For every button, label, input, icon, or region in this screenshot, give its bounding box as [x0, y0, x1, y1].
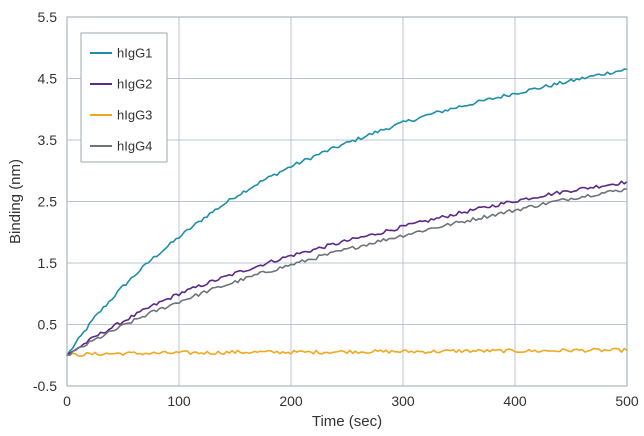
plot-frame: [66, 16, 628, 387]
legend: hIgG1 hIgG2 hIgG3 hIgG4: [80, 32, 168, 163]
x-tick-label: 200: [279, 393, 303, 409]
legend-label: hIgG3: [117, 108, 152, 123]
y-axis-label: Binding (nm): [7, 159, 24, 244]
y-tick-label: 3.5: [38, 132, 58, 148]
x-tick-label: 300: [391, 393, 415, 409]
legend-label: hIgG2: [117, 77, 152, 92]
y-tick-label: 2.5: [38, 194, 58, 210]
x-tick-label: 0: [63, 393, 71, 409]
series-layer: [66, 68, 628, 358]
legend-label: hIgG1: [117, 46, 152, 61]
y-tick-label: 1.5: [38, 255, 58, 271]
series-line-higg4: [66, 188, 628, 357]
x-tick-label: 400: [503, 393, 527, 409]
legend-box: [80, 32, 168, 163]
y-tick-label: 5.5: [38, 9, 58, 25]
x-tick-label: 100: [167, 393, 191, 409]
y-tick-label: -0.5: [33, 378, 57, 394]
x-axis-ticks: 0 100 200 300 400 500: [63, 393, 639, 409]
x-axis-label: Time (sec): [312, 413, 382, 430]
legend-label: hIgG4: [117, 139, 152, 154]
series-line-higg1: [66, 68, 628, 357]
series-line-higg3: [66, 347, 628, 358]
y-tick-label: 4.5: [38, 71, 58, 87]
x-tick-label: 500: [615, 393, 639, 409]
y-tick-label: 0.5: [38, 317, 58, 333]
y-axis-ticks: -0.5 0.5 1.5 2.5 3.5 4.5 5.5: [33, 9, 57, 394]
series-line-higg2: [66, 180, 628, 357]
